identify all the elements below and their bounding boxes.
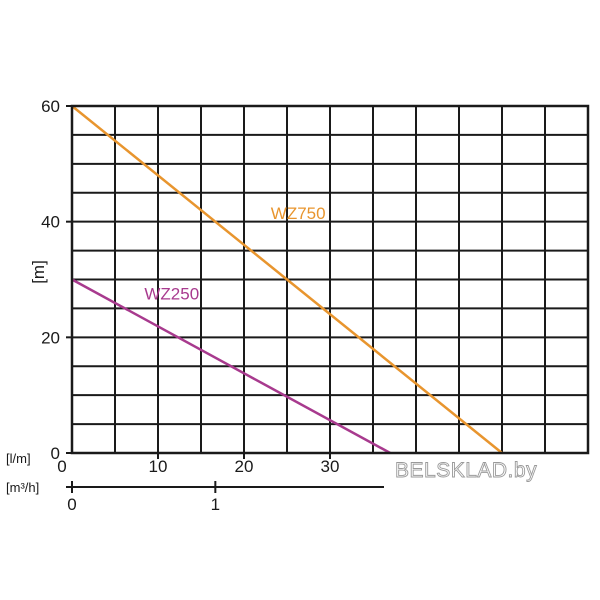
- x-tick-label-lm: 20: [235, 457, 254, 476]
- x-tick-label-m3h: 0: [67, 495, 76, 514]
- series-label-wz750: WZ750: [271, 204, 326, 223]
- chart-curves: WZ750 WZ250: [71, 105, 503, 455]
- watermark: BELSKLAD.by: [395, 459, 537, 482]
- y-tick-label: 40: [41, 213, 60, 232]
- x-tick-label-lm: 0: [57, 457, 66, 476]
- x-tick-label-lm: 10: [149, 457, 168, 476]
- series-label-wz250: WZ250: [144, 285, 199, 304]
- series-line-wz750: [71, 105, 503, 454]
- series-line-wz250: [71, 278, 391, 455]
- chart-grid: [72, 106, 588, 453]
- y-axis-label: [m]: [29, 260, 48, 284]
- y-tick-label: 60: [41, 97, 60, 116]
- x-axis-unit-m3h: [m³/h]: [6, 480, 39, 495]
- x-tick-label-m3h: 1: [211, 495, 220, 514]
- x-tick-label-lm: 30: [321, 457, 340, 476]
- x-axis-ticks: 0 10 20 30 0 1: [57, 453, 339, 514]
- y-axis-ticks: 0 20 40 60: [41, 97, 72, 463]
- y-tick-label: 0: [51, 444, 60, 463]
- y-tick-label: 20: [41, 328, 60, 347]
- x-axis-unit-lm: [l/m]: [6, 451, 31, 466]
